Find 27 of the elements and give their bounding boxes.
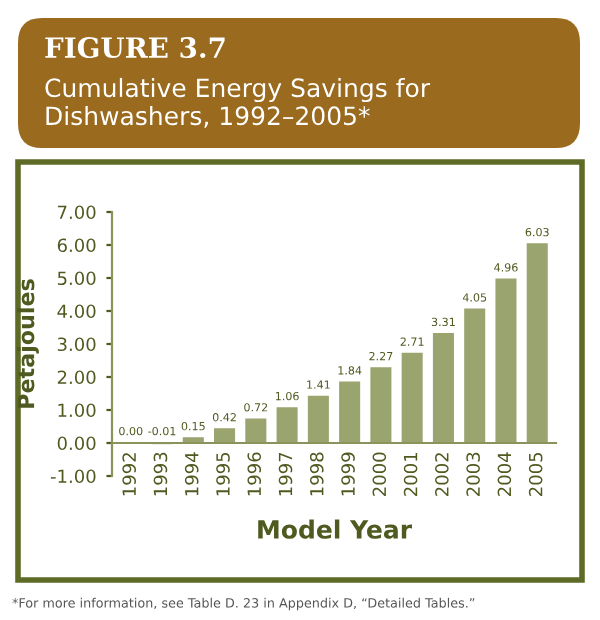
x-tick-label: 1999: [341, 452, 355, 496]
x-tick-label: 1997: [278, 452, 293, 496]
x-tick-label: 1992: [122, 453, 136, 496]
y-tick-label: 6.00: [57, 238, 96, 253]
y-tick-label: 5.00: [57, 271, 96, 286]
y-tick-label: 0.00: [57, 436, 96, 451]
y-axis-title: Petajoules: [17, 279, 39, 408]
x-tick-label: 2004: [497, 452, 512, 496]
y-tick-label: 4.00: [57, 304, 96, 319]
x-axis-title: Model Year: [258, 519, 412, 539]
y-tick-label: 1.00: [58, 403, 96, 418]
y-tick-label: 2.00: [57, 370, 96, 385]
chart-subtitle: Cumulative Energy Savings for Dishwashers, 1992–2005*: [45, 77, 431, 128]
x-tick-label: 2000: [372, 452, 387, 496]
chart-title: FIGURE 3.7: [45, 37, 225, 59]
x-tick-label: 1993: [153, 452, 168, 496]
x-tick-label: 2003: [466, 452, 480, 496]
x-tick-label: 2005: [528, 452, 543, 496]
y-tick-label: 7.00: [58, 205, 96, 220]
y-tick-label: 3.00: [57, 337, 96, 352]
x-tick-label: 1995: [216, 452, 230, 496]
x-tick-label: 1996: [247, 452, 262, 496]
y-tick-label: -1.00: [50, 469, 96, 484]
x-tick-label: 2001: [403, 453, 418, 496]
x-tick-label: 1994: [184, 452, 199, 496]
x-tick-label: 1998: [309, 452, 324, 496]
x-tick-label: 2002: [435, 453, 449, 496]
